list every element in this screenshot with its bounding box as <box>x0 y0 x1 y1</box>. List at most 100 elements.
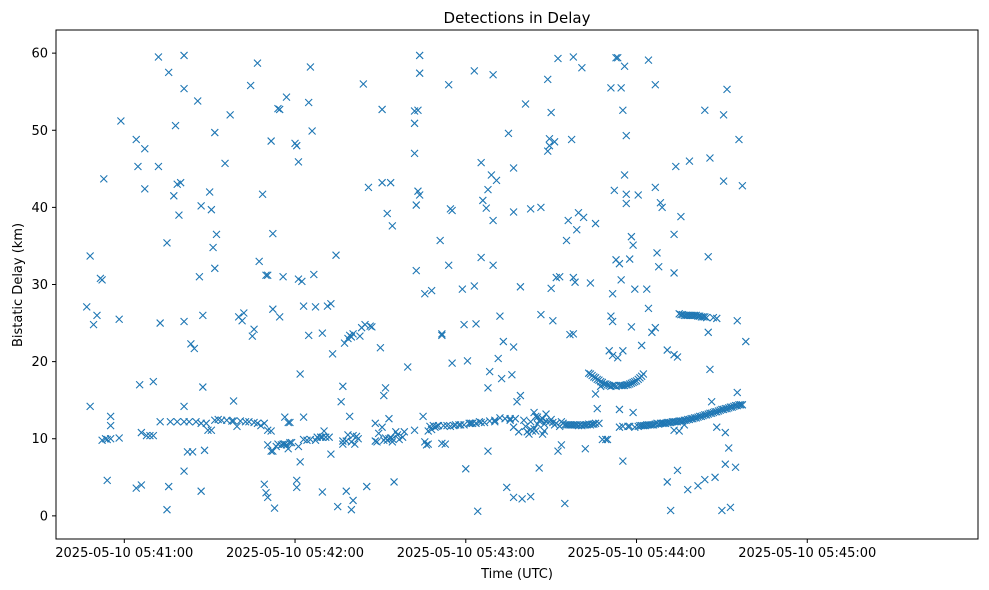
data-point <box>146 431 154 440</box>
data-point <box>419 412 427 421</box>
data-point <box>364 183 373 192</box>
data-point <box>321 433 330 442</box>
data-point <box>537 203 545 212</box>
data-point <box>393 430 402 439</box>
data-point <box>519 416 528 425</box>
data-point <box>274 104 282 113</box>
data-point <box>282 441 291 449</box>
data-point <box>656 198 665 207</box>
data-point <box>292 141 301 150</box>
data-point <box>526 205 535 213</box>
data-point <box>472 319 480 328</box>
data-point <box>257 421 265 430</box>
data-point <box>297 277 306 286</box>
data-point <box>286 418 294 427</box>
data-point <box>589 373 598 381</box>
data-point <box>398 433 407 442</box>
data-point <box>390 478 398 486</box>
data-point <box>424 440 433 449</box>
data-point <box>268 447 277 455</box>
data-point <box>706 365 714 374</box>
data-point <box>569 53 578 61</box>
data-point <box>166 417 175 426</box>
data-point <box>304 331 313 340</box>
data-point <box>164 68 173 77</box>
data-point <box>169 191 178 200</box>
data-point <box>736 400 745 409</box>
data-point <box>379 391 388 400</box>
data-point <box>607 83 615 92</box>
data-point <box>478 196 487 205</box>
data-point <box>154 162 163 171</box>
data-point <box>385 414 393 423</box>
data-point <box>292 476 301 485</box>
data-point <box>294 275 303 283</box>
data-point <box>489 70 497 79</box>
data-point <box>180 467 188 476</box>
data-point <box>490 416 499 425</box>
data-point <box>484 185 492 194</box>
data-point <box>461 464 470 473</box>
data-point <box>248 332 257 341</box>
data-point <box>531 427 540 435</box>
data-point <box>286 438 294 447</box>
data-point <box>504 129 513 138</box>
data-point <box>496 312 504 321</box>
data-point <box>545 141 554 150</box>
data-point <box>547 284 556 293</box>
data-point <box>205 188 214 196</box>
data-point <box>180 51 188 60</box>
data-point <box>677 212 685 221</box>
x-axis: 2025-05-10 05:41:00 2025-05-10 05:42:00 20… <box>55 539 876 561</box>
data-point <box>707 397 716 406</box>
data-point <box>726 503 735 512</box>
data-point <box>719 110 728 119</box>
data-point <box>263 441 272 449</box>
data-point <box>241 417 250 426</box>
data-point <box>518 495 527 503</box>
data-point <box>210 264 219 273</box>
data-point <box>192 417 200 426</box>
data-point <box>436 236 445 245</box>
data-point <box>253 419 262 428</box>
data-point <box>608 317 617 326</box>
x-tick-label: 2025-05-10 05:41:00 <box>55 546 193 561</box>
data-point <box>615 259 624 268</box>
data-point <box>383 209 392 218</box>
data-point <box>511 414 520 423</box>
data-point <box>627 232 636 241</box>
data-point <box>212 230 221 239</box>
data-point <box>569 273 578 282</box>
data-point <box>198 383 207 391</box>
data-point <box>735 400 743 409</box>
data-point <box>229 417 238 425</box>
data-point <box>506 416 515 425</box>
data-point <box>279 272 287 281</box>
data-point <box>195 272 204 281</box>
data-point <box>304 98 313 107</box>
data-point <box>137 481 146 489</box>
data-point <box>327 299 335 308</box>
data-point <box>395 435 404 444</box>
data-point <box>460 320 468 329</box>
data-point <box>618 346 627 355</box>
data-point <box>209 243 217 252</box>
data-point <box>332 251 340 260</box>
data-point <box>282 93 291 101</box>
data-point <box>618 457 627 465</box>
data-point <box>99 174 108 183</box>
data-point <box>607 312 615 321</box>
data-point <box>98 275 106 284</box>
data-point <box>463 356 472 365</box>
data-point <box>470 282 479 290</box>
data-point <box>287 438 296 447</box>
data-point <box>388 434 397 443</box>
data-point <box>378 178 387 187</box>
data-point <box>564 216 573 225</box>
data-point <box>156 417 165 426</box>
data-point <box>86 252 95 260</box>
data-point <box>721 460 730 469</box>
data-point <box>210 128 219 137</box>
data-point <box>484 383 492 392</box>
